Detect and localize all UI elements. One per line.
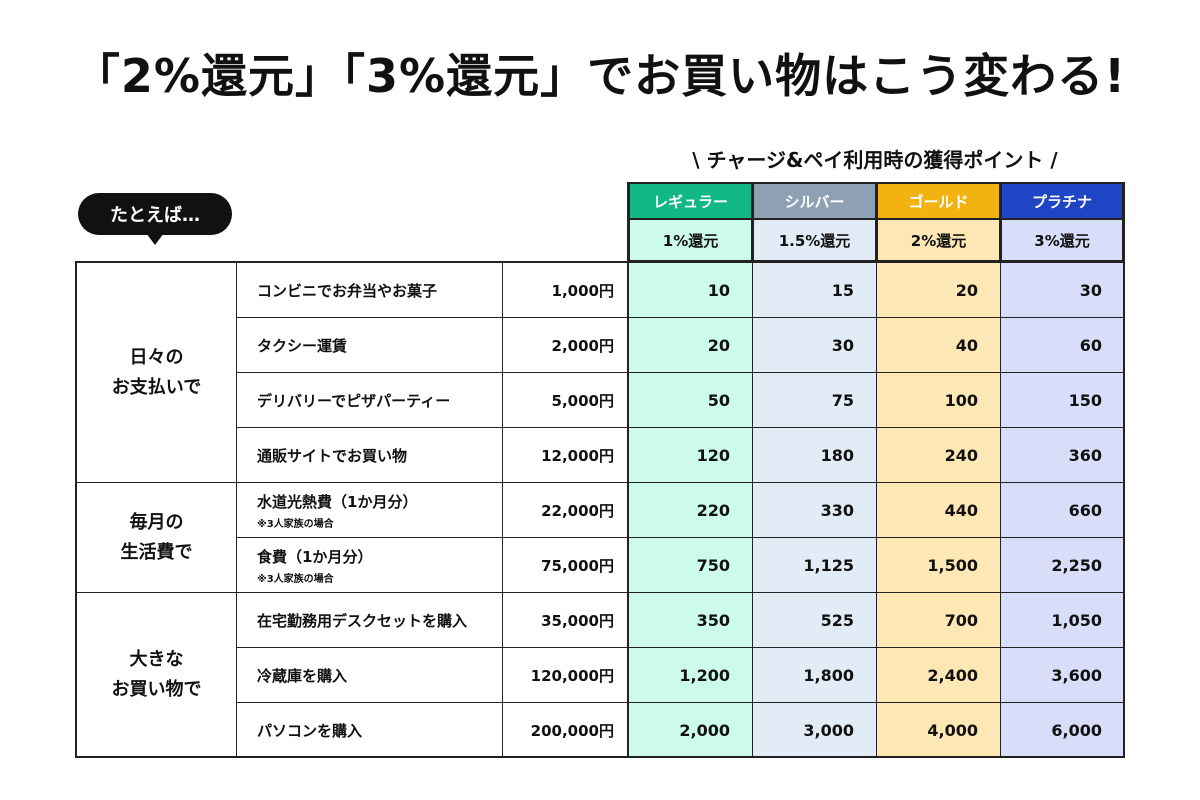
group-label-line2: 生活費で — [120, 541, 193, 563]
group-label-text: 大きな お買い物で — [112, 645, 202, 705]
table-border-line — [75, 261, 77, 757]
item-description: 冷蔵庫を購入 — [236, 647, 503, 703]
tier-header-1: レギュラー — [628, 182, 753, 220]
item-name: タクシー運賃 — [257, 336, 348, 355]
item-name: 食費（1か月分） — [257, 547, 373, 566]
tier-header-2: シルバー — [752, 182, 877, 220]
item-price: 35,000円 — [502, 592, 629, 648]
item-name: 水道光熱費（1か月分） — [257, 492, 418, 511]
item-price: 75,000円 — [502, 537, 629, 593]
item-name: デリバリーでピザパーティー — [257, 391, 451, 410]
points-cell-tier-2: 180 — [752, 427, 877, 483]
points-cell-tier-1: 350 — [628, 592, 753, 648]
points-cell-tier-1: 120 — [628, 427, 753, 483]
points-cell-tier-4: 2,250 — [1000, 537, 1125, 593]
points-cell-tier-3: 440 — [876, 482, 1001, 538]
item-description: パソコンを購入 — [236, 702, 503, 758]
item-description: タクシー運賃 — [236, 317, 503, 373]
item-name: 在宅勤務用デスクセットを購入 — [257, 611, 468, 630]
points-cell-tier-4: 6,000 — [1000, 702, 1125, 758]
item-price: 2,000円 — [502, 317, 629, 373]
item-name: 通販サイトでお買い物 — [257, 446, 408, 465]
tier-rate-1: 1%還元 — [628, 220, 753, 262]
points-cell-tier-3: 100 — [876, 372, 1001, 428]
points-cell-tier-2: 1,800 — [752, 647, 877, 703]
item-description: 水道光熱費（1か月分） ※3人家族の場合 — [236, 482, 503, 538]
points-cell-tier-4: 1,050 — [1000, 592, 1125, 648]
points-caption: \ チャージ&ペイ利用時の獲得ポイント / — [692, 148, 1058, 172]
points-cell-tier-3: 20 — [876, 262, 1001, 318]
item-note: ※3人家族の場合 — [257, 518, 334, 530]
item-price: 1,000円 — [502, 262, 629, 318]
item-price: 120,000円 — [502, 647, 629, 703]
points-cell-tier-4: 3,600 — [1000, 647, 1125, 703]
tier-rate-4: 3%還元 — [1000, 220, 1124, 262]
group-label-text: 毎月の 生活費で — [121, 508, 193, 568]
points-cell-tier-4: 660 — [1000, 482, 1125, 538]
points-cell-tier-2: 525 — [752, 592, 877, 648]
item-price: 12,000円 — [502, 427, 629, 483]
group-label-line1: 日々の — [129, 346, 184, 368]
speech-bubble-tail-icon — [146, 233, 164, 245]
group-label-text: 日々の お支払いで — [112, 343, 201, 403]
group-label-line1: 毎月の — [129, 511, 184, 533]
points-cell-tier-1: 750 — [628, 537, 753, 593]
item-description: コンビニでお弁当やお菓子 — [236, 262, 503, 318]
points-cell-tier-1: 50 — [628, 372, 753, 428]
points-cell-tier-3: 4,000 — [876, 702, 1001, 758]
item-price: 5,000円 — [502, 372, 629, 428]
item-description: 通販サイトでお買い物 — [236, 427, 503, 483]
points-cell-tier-2: 1,125 — [752, 537, 877, 593]
page-title: 「2%還元」「3%還元」でお買い物はこう変わる! — [73, 49, 1127, 103]
group-label: 日々の お支払いで — [76, 262, 237, 483]
group-label-line1: 大きな — [129, 649, 184, 670]
points-cell-tier-3: 240 — [876, 427, 1001, 483]
points-cell-tier-2: 15 — [752, 262, 877, 318]
item-note: ※3人家族の場合 — [257, 573, 334, 585]
table-border-line — [627, 182, 629, 758]
group-label-line2: お買い物で — [111, 679, 202, 700]
points-cell-tier-3: 1,500 — [876, 537, 1001, 593]
item-price: 22,000円 — [502, 482, 629, 538]
group-label: 毎月の 生活費で — [76, 482, 237, 593]
table-border-line — [75, 756, 1125, 758]
group-label: 大きな お買い物で — [76, 592, 237, 758]
points-cell-tier-4: 360 — [1000, 427, 1125, 483]
points-cell-tier-4: 30 — [1000, 262, 1125, 318]
points-cell-tier-3: 2,400 — [876, 647, 1001, 703]
points-cell-tier-4: 150 — [1000, 372, 1125, 428]
points-cell-tier-3: 700 — [876, 592, 1001, 648]
item-name: 冷蔵庫を購入 — [257, 666, 348, 685]
item-name: パソコンを購入 — [257, 721, 363, 740]
item-name: コンビニでお弁当やお菓子 — [257, 281, 438, 300]
table-border-line — [1123, 182, 1125, 758]
item-description: 在宅勤務用デスクセットを購入 — [236, 592, 503, 648]
table-border-line — [75, 261, 1125, 263]
points-cell-tier-3: 40 — [876, 317, 1001, 373]
group-label-line2: お支払いで — [111, 376, 202, 398]
points-cell-tier-1: 20 — [628, 317, 753, 373]
points-cell-tier-4: 60 — [1000, 317, 1125, 373]
points-cell-tier-2: 75 — [752, 372, 877, 428]
item-description: 食費（1か月分） ※3人家族の場合 — [236, 537, 503, 593]
points-cell-tier-2: 330 — [752, 482, 877, 538]
example-label: たとえば… — [110, 205, 200, 226]
points-cell-tier-1: 1,200 — [628, 647, 753, 703]
points-cell-tier-1: 2,000 — [628, 702, 753, 758]
points-cell-tier-2: 30 — [752, 317, 877, 373]
tier-header-4: プラチナ — [1000, 182, 1124, 220]
tier-rate-2: 1.5%還元 — [752, 220, 877, 262]
item-price: 200,000円 — [502, 702, 629, 758]
item-description: デリバリーでピザパーティー — [236, 372, 503, 428]
points-cell-tier-1: 10 — [628, 262, 753, 318]
tier-header-3: ゴールド — [876, 182, 1001, 220]
tier-rate-3: 2%還元 — [876, 220, 1001, 262]
points-cell-tier-1: 220 — [628, 482, 753, 538]
points-cell-tier-2: 3,000 — [752, 702, 877, 758]
example-speech-bubble: たとえば… — [78, 193, 232, 235]
